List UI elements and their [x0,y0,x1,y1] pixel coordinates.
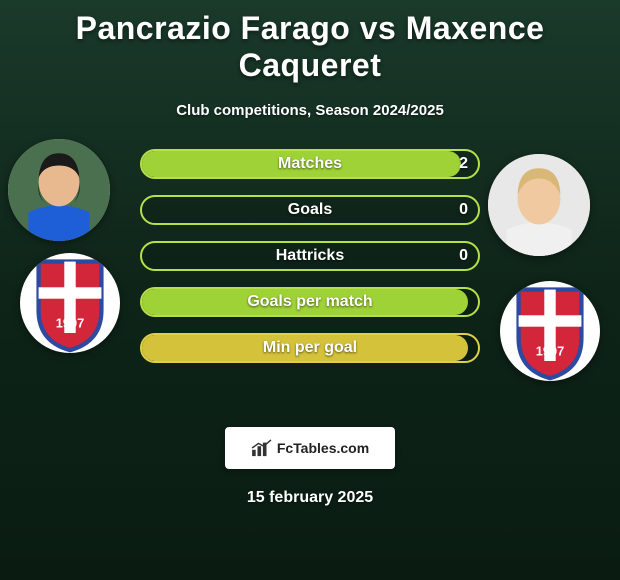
page-title: Pancrazio Farago vs Maxence Caqueret [0,0,620,84]
comparison-panel: 1907 1907 Matches2Goals0Hattricks0Goals … [0,149,620,409]
stat-bars: Matches2Goals0Hattricks0Goals per matchM… [140,149,480,379]
chart-icon [251,439,273,457]
svg-text:1907: 1907 [536,343,565,358]
svg-text:1907: 1907 [56,315,85,330]
stat-label: Hattricks [140,241,480,271]
watermark-text: FcTables.com [277,440,369,456]
stat-row: Goals per match [140,287,480,317]
stat-label: Goals per match [140,287,480,317]
stat-row: Goals0 [140,195,480,225]
player-right-avatar [488,154,590,256]
stat-value: 0 [459,241,468,271]
player-left-avatar [8,139,110,241]
stat-row: Hattricks0 [140,241,480,271]
club-right-badge: 1907 [500,281,600,381]
stat-label: Min per goal [140,333,480,363]
stat-label: Matches [140,149,480,179]
subtitle: Club competitions, Season 2024/2025 [0,102,620,119]
watermark: FcTables.com [225,427,395,469]
date-label: 15 february 2025 [0,489,620,507]
club-left-badge: 1907 [20,253,120,353]
stat-label: Goals [140,195,480,225]
stat-value: 0 [459,195,468,225]
stat-row: Matches2 [140,149,480,179]
stat-row: Min per goal [140,333,480,363]
stat-value: 2 [459,149,468,179]
